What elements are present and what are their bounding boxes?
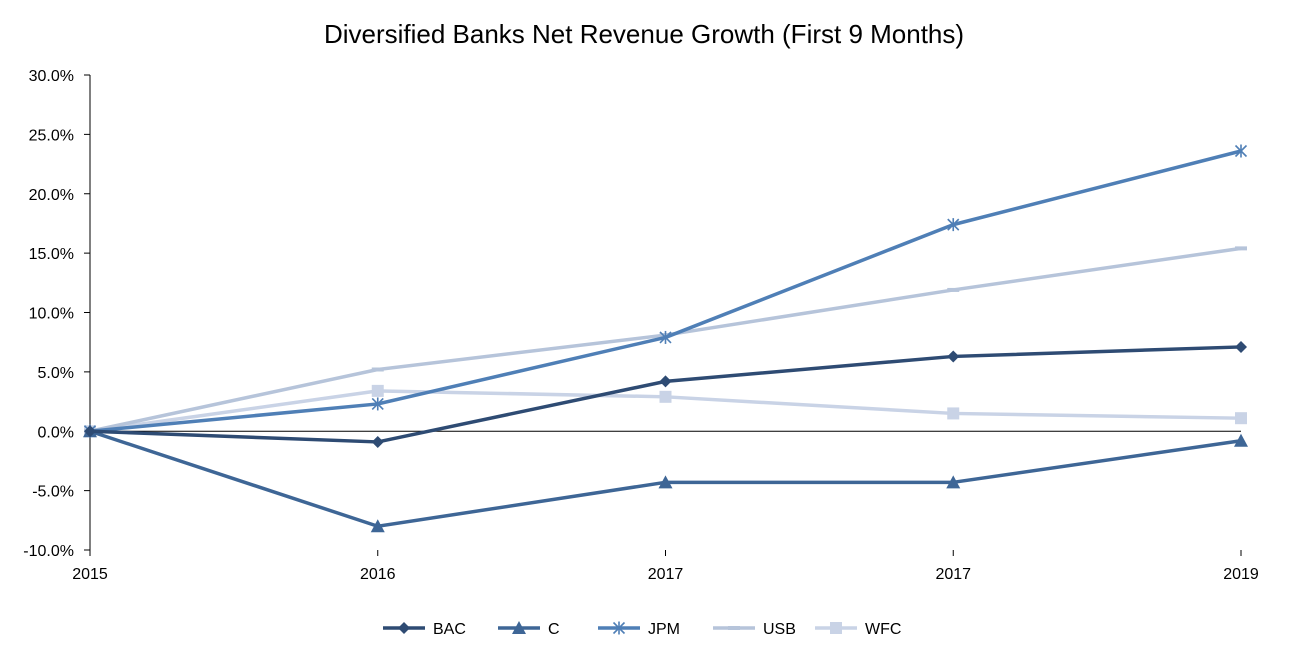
- series-layer: [83, 144, 1248, 533]
- x-tick-label: 2017: [935, 566, 971, 583]
- legend-marker-jpm: [612, 621, 626, 635]
- data-point-wfc: [371, 384, 384, 397]
- y-tick-label: 25.0%: [29, 127, 74, 144]
- data-point-wfc: [659, 390, 672, 403]
- legend-label-jpm: JPM: [648, 621, 680, 638]
- y-tick-label: 15.0%: [29, 246, 74, 263]
- legend-label-bac: BAC: [433, 621, 466, 638]
- data-point-c: [946, 475, 961, 489]
- data-point-jpm: [659, 330, 672, 344]
- legend-item-jpm: JPM: [598, 621, 680, 638]
- data-point-c: [1234, 433, 1248, 447]
- legend-marker-c: [512, 621, 526, 634]
- data-point-jpm: [1234, 144, 1248, 158]
- legend-marker-usb: [728, 626, 740, 630]
- legend-label-usb: USB: [763, 621, 796, 638]
- data-point-c: [370, 519, 385, 533]
- x-tick-label: 2016: [360, 566, 396, 583]
- legend: BAC C JPM USB WFC: [383, 621, 901, 638]
- data-point-bac: [947, 350, 960, 363]
- y-tick-label: 5.0%: [38, 365, 74, 382]
- y-tick-label: 10.0%: [29, 306, 74, 323]
- y-tick-label: 30.0%: [29, 68, 74, 85]
- legend-item-usb: USB: [713, 621, 796, 638]
- data-point-usb: [947, 287, 960, 292]
- data-point-usb: [371, 367, 384, 372]
- series-bac: [84, 340, 1247, 448]
- data-point-wfc: [947, 407, 960, 420]
- legend-item-c: C: [498, 621, 560, 638]
- data-point-jpm: [371, 397, 384, 411]
- x-tick-label: 2017: [648, 566, 684, 583]
- chart-title: Diversified Banks Net Revenue Growth (Fi…: [324, 19, 964, 49]
- axes: 30.0% 25.0% 20.0% 15.0% 10.0% 5.0% 0.0% -5.0% -1…: [23, 68, 1259, 583]
- legend-item-bac: BAC: [383, 621, 466, 638]
- series-c: [83, 424, 1248, 533]
- data-point-bac: [1235, 340, 1247, 353]
- legend-label-c: C: [548, 621, 560, 638]
- y-tick-label: 20.0%: [29, 187, 74, 204]
- series-line-jpm: [89, 149, 1242, 433]
- legend-marker-wfc: [830, 622, 842, 634]
- legend-marker-bac: [398, 622, 410, 634]
- x-tick-label: 2019: [1223, 566, 1259, 583]
- x-tick-label: 2015: [72, 566, 108, 583]
- data-point-bac: [84, 425, 96, 438]
- y-tick-label: -10.0%: [23, 543, 74, 560]
- legend-item-wfc: WFC: [815, 621, 901, 638]
- y-tick-label: -5.0%: [32, 484, 74, 501]
- legend-label-wfc: WFC: [865, 621, 901, 638]
- data-point-bac: [371, 435, 384, 448]
- data-point-bac: [659, 375, 672, 388]
- data-point-usb: [1235, 246, 1247, 251]
- series-wfc: [84, 384, 1247, 438]
- data-point-c: [658, 475, 673, 489]
- data-point-jpm: [947, 218, 960, 232]
- y-tick-label: 0.0%: [38, 424, 74, 441]
- data-point-wfc: [1235, 412, 1247, 425]
